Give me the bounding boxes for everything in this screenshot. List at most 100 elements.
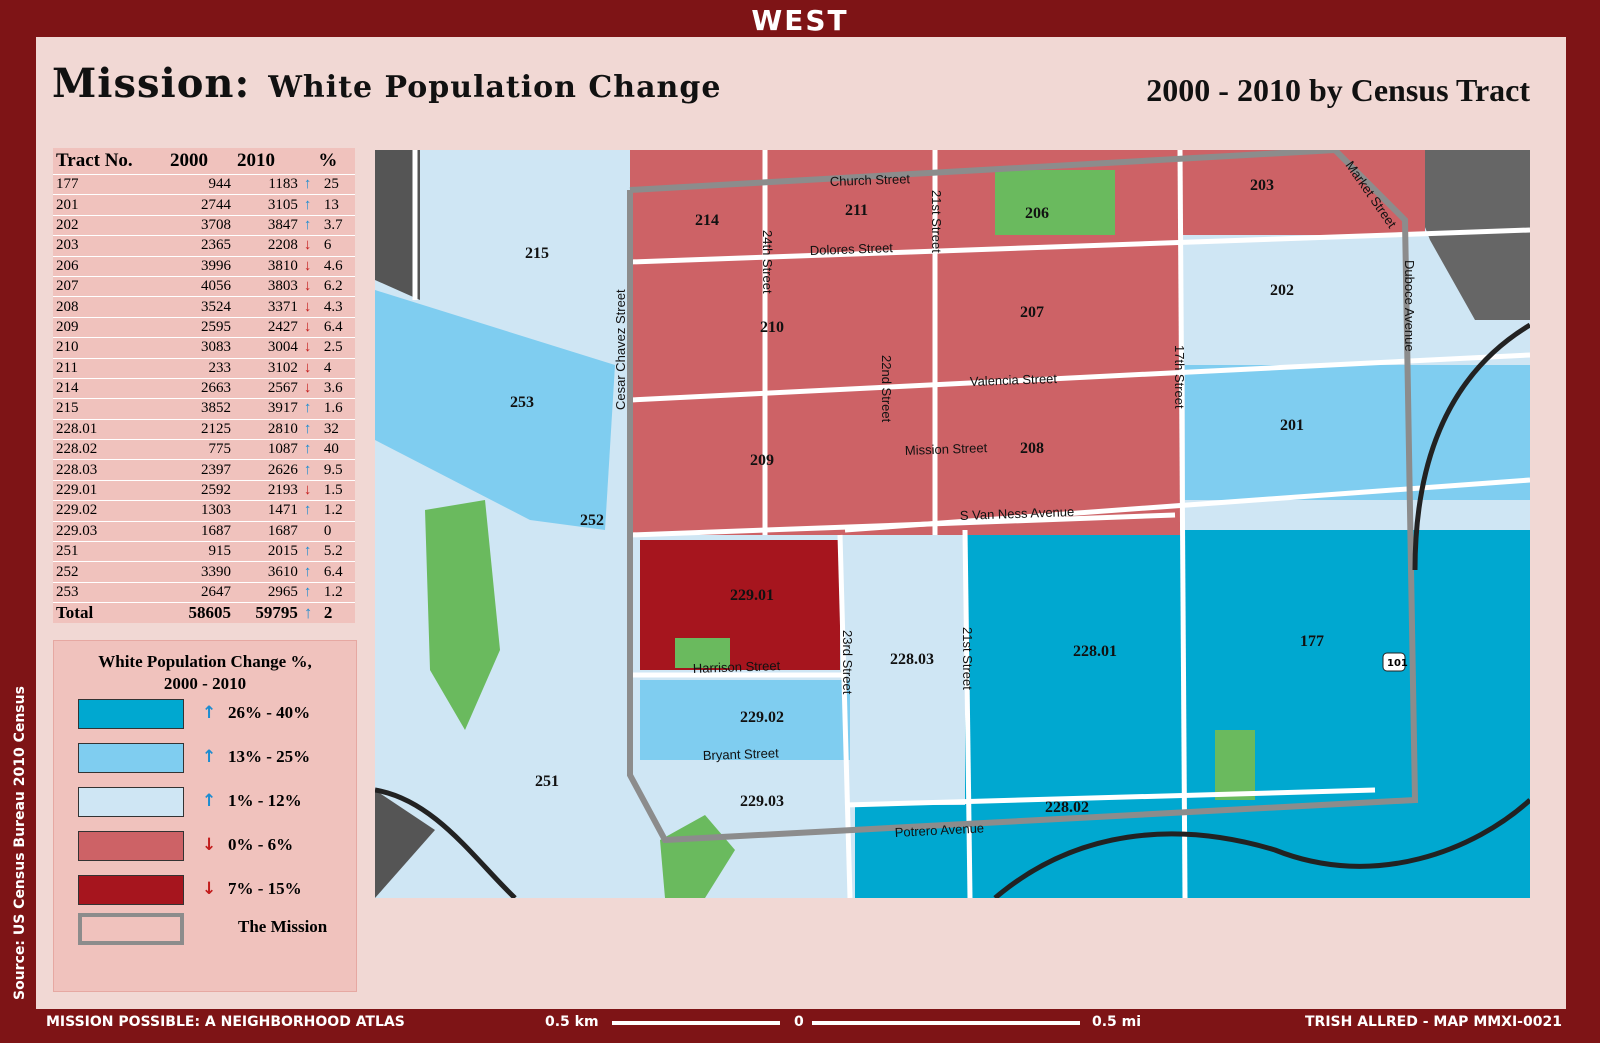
cell-y2010: 2208 [233,235,301,257]
tract-label: 214 [695,212,719,229]
cell-y2010: 1687 [233,520,301,542]
cell-tract: 251 [53,541,168,562]
source-label: Source: US Census Bureau 2010 Census [12,686,28,1000]
tract-label: 251 [535,773,559,790]
table-row: 228.01 2125 2810 ↑ 32 [53,418,355,440]
cell-pct: 1.6 [320,398,355,420]
cell-dir: ↑ [300,398,321,420]
cell-y2000: 2365 [167,235,234,257]
street-label: S Van Ness Avenue [960,504,1075,523]
cell-dir: ↑ [300,459,321,481]
tract-area-201 [1185,365,1530,500]
tract-label: 177 [1300,633,1324,650]
arrow-up-icon: ↑ [202,703,217,723]
highway-101 [1412,322,1530,571]
cell-y2010: 3847 [233,214,301,236]
title-main: Mission: [52,60,251,107]
scale-mid-label: 0 [794,1014,804,1030]
table-row: 202 3708 3847 ↑ 3.7 [53,214,355,236]
cell-y2000: 3390 [167,561,234,583]
cell-y2010: 3105 [233,194,301,216]
table-row: 206 3996 3810 ↓ 4.6 [53,255,355,277]
cell-y2000: 3708 [167,214,234,236]
header-2010: 2010 [236,150,275,171]
cell-tract: 229.01 [53,479,168,501]
park-south [660,815,735,898]
street-label: 24th Street [760,230,775,294]
cell-dir: ↑ [300,500,321,522]
cell-pct: 1.2 [320,581,355,603]
title-years: 2000 - 2010 by Census Tract [1146,72,1530,108]
table-row: 252 3390 3610 ↑ 6.4 [53,561,355,583]
cell-tract: 201 [53,194,168,216]
cell-y2000: 3083 [167,337,234,359]
table-row: 229.03 1687 1687 0 [53,520,355,542]
cell-tract: Total [53,602,168,624]
table-row: 177 944 1183 ↑ 25 [53,173,355,195]
cell-y2000: 233 [167,357,234,379]
table-row: 229.02 1303 1471 ↑ 1.2 [53,500,355,522]
street-label: 22nd Street [879,355,894,423]
cell-tract: 209 [53,316,168,338]
legend-range: 0% - 6% [228,835,294,854]
cell-pct: 4 [320,357,355,379]
cell-y2000: 2744 [167,194,234,216]
cell-dir: ↑ [300,194,321,216]
park-206 [995,170,1115,235]
cell-y2000: 3524 [167,296,234,318]
tract-label: 201 [1280,417,1304,434]
scale-left-label: 0.5 km [545,1014,599,1030]
cell-y2010: 3610 [233,561,301,583]
street-label: 23rd Street [840,630,855,695]
cell-tract: 228.03 [53,459,168,481]
cell-pct: 1.5 [320,479,355,501]
cell-dir: ↑ [300,581,321,603]
legend-swatch [78,875,184,905]
cell-tract: 208 [53,296,168,318]
cell-y2010: 2193 [233,479,301,501]
arrow-up-icon: ↑ [202,791,217,811]
cell-y2000: 2595 [167,316,234,338]
legend-boundary-swatch [78,913,184,945]
tract-area-229-02 [640,680,850,760]
title-subtitle: White Population Change [268,70,722,105]
street-label: 21st Street [929,190,944,253]
street-label: Dolores Street [810,240,894,258]
cell-tract: 211 [53,357,168,379]
tract-label: 208 [1020,440,1044,457]
cell-y2010: 2810 [233,418,301,440]
cell-dir: ↑ [300,541,321,562]
tract-label: 207 [1020,304,1044,321]
cell-pct: 9.5 [320,459,355,481]
legend-item: ↑ 26% - 40% [78,699,348,729]
page-title: Mission: White Population Change [52,60,721,107]
cell-tract: 203 [53,235,168,257]
street-label: 21st Street [960,627,975,690]
street-label: Harrison Street [693,658,781,676]
table-row: 207 4056 3803 ↓ 6.2 [53,275,355,297]
cell-pct: 6.4 [320,561,355,583]
cell-pct: 2.5 [320,337,355,359]
scale-bar-left [612,1021,780,1025]
legend-swatch [78,831,184,861]
cell-y2010: 3004 [233,337,301,359]
legend-item: ↑ 13% - 25% [78,743,348,773]
tract-label: 215 [525,245,549,262]
tract-label: 202 [1270,282,1294,299]
table-body: 177 944 1183 ↑ 25 201 2744 3105 ↑ 13 202 3708 3847 ↑ 3… [53,173,355,624]
cell-dir: ↓ [300,357,321,379]
cell-y2010: 2015 [233,541,301,562]
cell-pct: 13 [320,194,355,216]
table-row: 209 2595 2427 ↓ 6.4 [53,316,355,338]
cell-pct: 3.6 [320,377,355,399]
table-row: 229.01 2592 2193 ↓ 1.5 [53,479,355,501]
cell-y2010: 2965 [233,581,301,603]
cell-tract: 229.03 [53,520,168,542]
gray-area-ne [1395,150,1530,320]
gray-area-sw [375,790,435,898]
table-row: 208 3524 3371 ↓ 4.3 [53,296,355,318]
cell-tract: 177 [53,173,168,195]
park-harrison [675,638,730,668]
street-label: Cesar Chavez Street [613,289,628,410]
cell-y2010: 3917 [233,398,301,420]
